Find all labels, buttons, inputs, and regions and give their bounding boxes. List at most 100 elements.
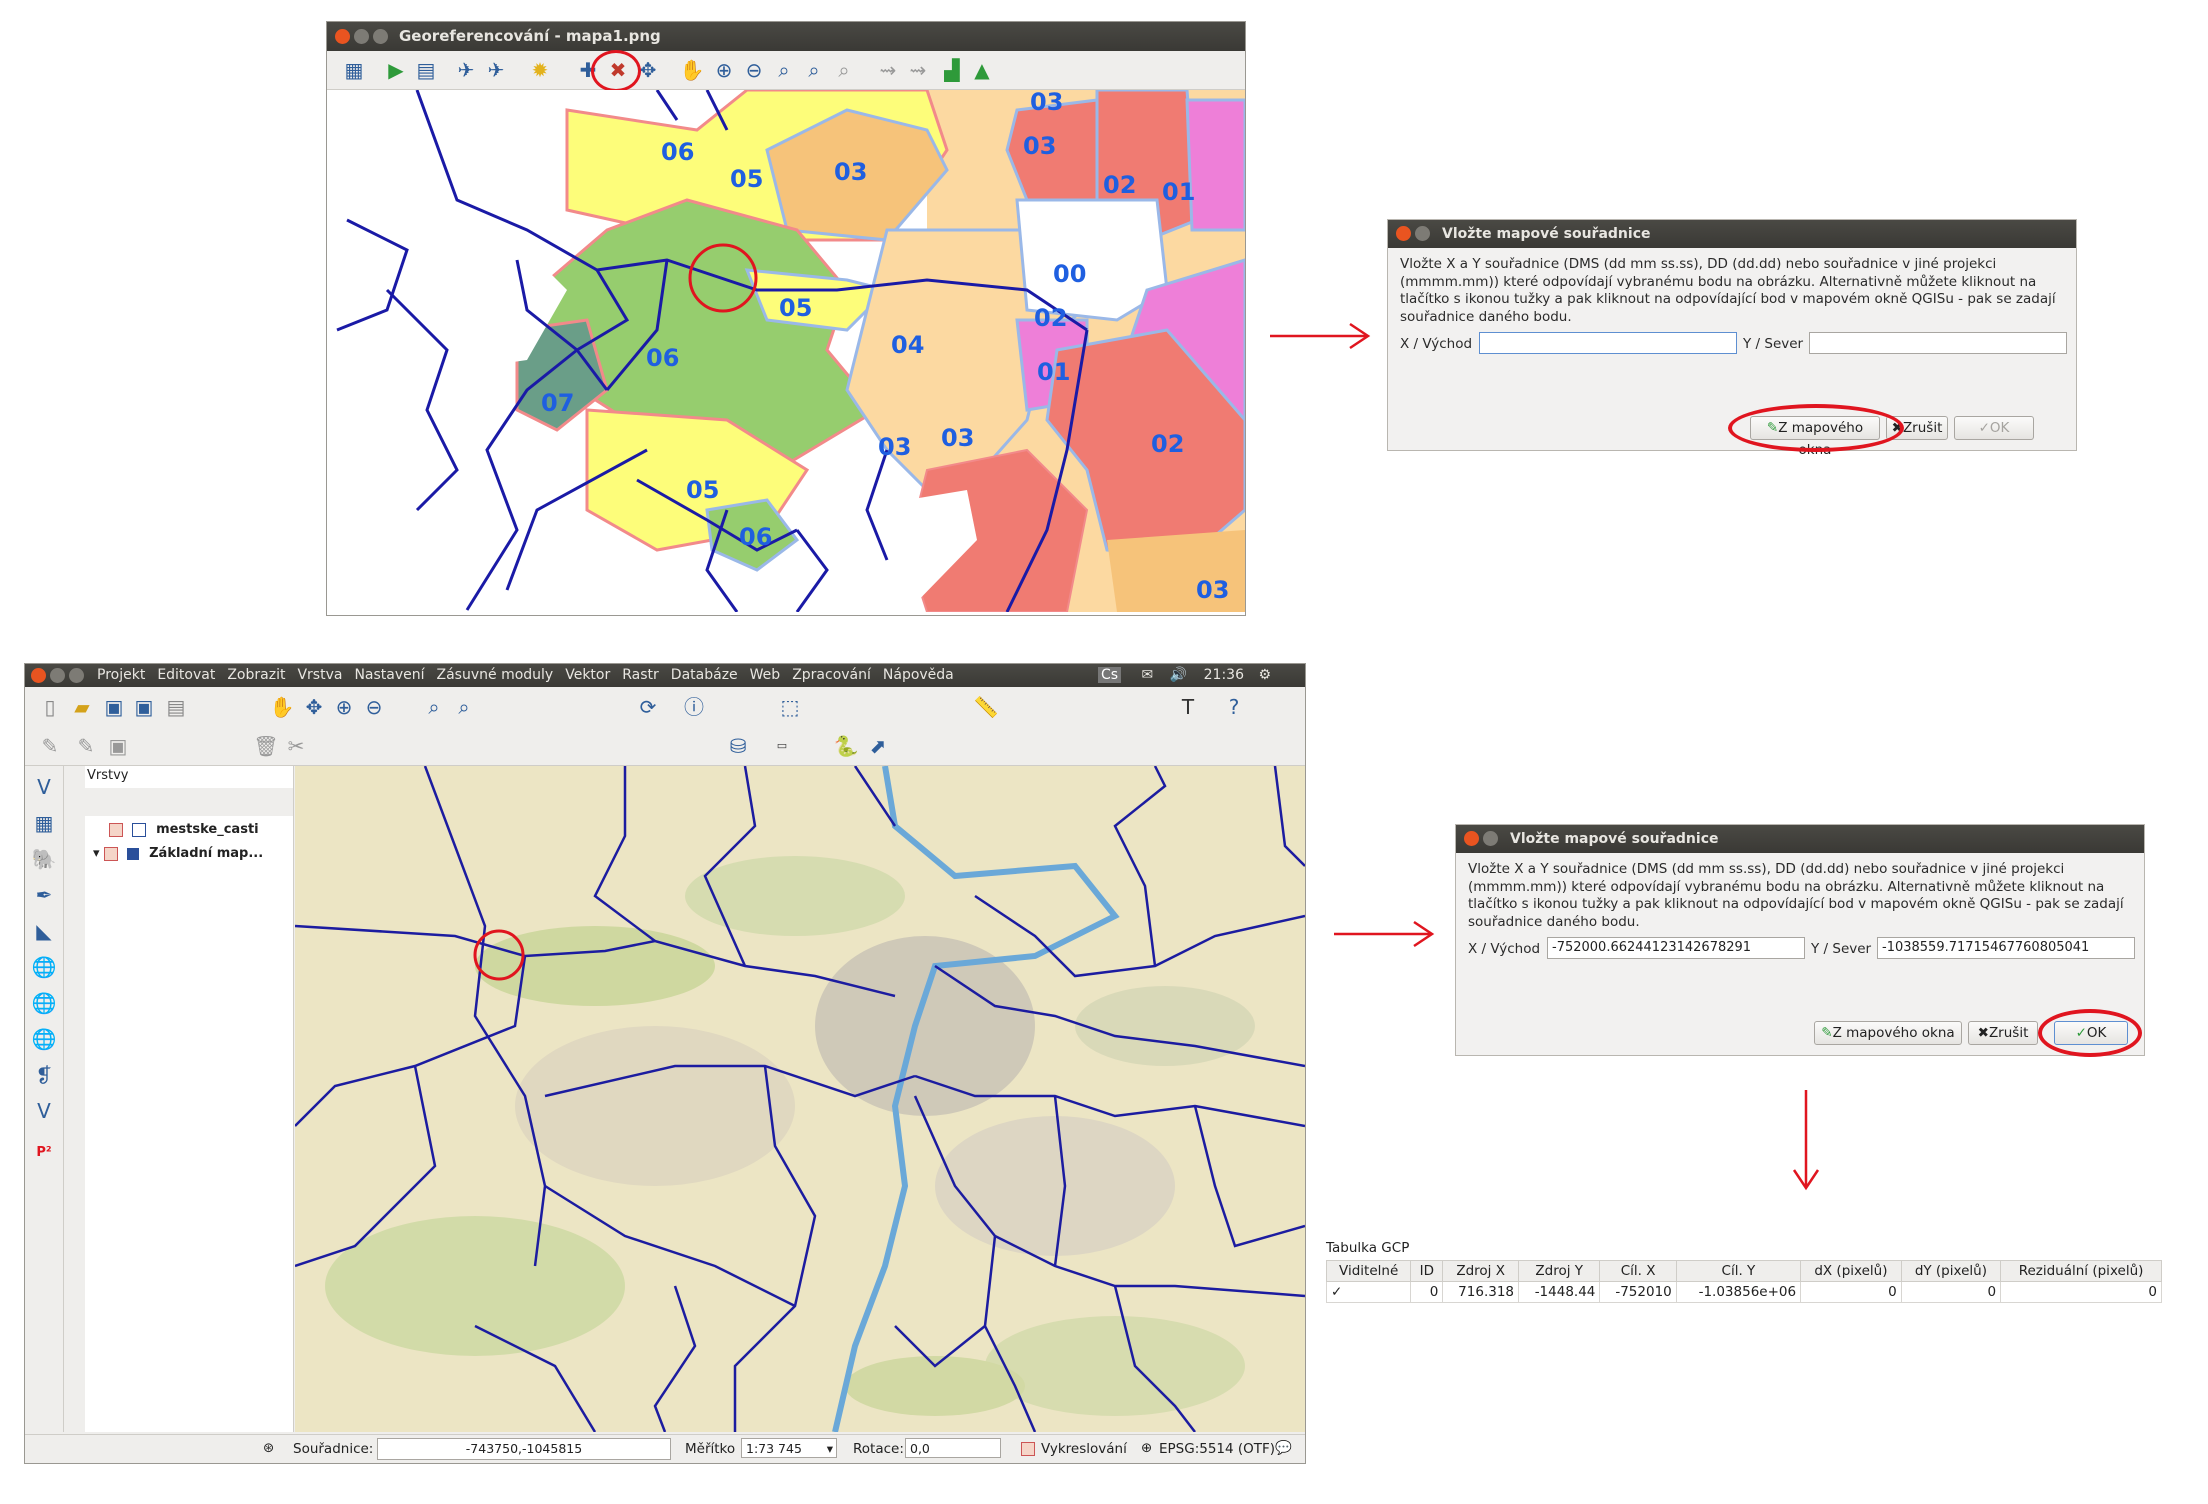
add-delimited-text-icon[interactable]: ❡	[35, 1063, 53, 1087]
open-raster-icon[interactable]: ▦	[344, 58, 364, 82]
from-map-canvas-button[interactable]: ✎Z mapového okna	[1814, 1021, 1962, 1045]
add-spatialite-icon[interactable]: ✒	[35, 883, 53, 907]
column-header[interactable]: dY (pixelů)	[1900, 1260, 2002, 1282]
close-icon[interactable]	[1464, 831, 1479, 846]
measure-icon[interactable]: 📏	[973, 695, 999, 719]
x-east-input[interactable]	[1479, 332, 1737, 354]
visible-checkbox[interactable]: ✓	[1325, 1281, 1412, 1303]
x-east-input[interactable]: -752000.66244123142678291	[1547, 937, 1805, 959]
edit-pencil-icon[interactable]: ✎	[41, 734, 59, 758]
menu-item[interactable]: Nastavení	[354, 667, 425, 683]
zoom-full-icon[interactable]: ⌕	[428, 695, 440, 719]
column-header[interactable]: Viditelné	[1325, 1260, 1412, 1282]
close-icon[interactable]	[31, 668, 46, 683]
text-annotation-icon[interactable]: T	[1181, 695, 1195, 719]
minimize-icon[interactable]	[354, 29, 369, 44]
delete-icon[interactable]: 🗑	[253, 734, 279, 758]
python-icon[interactable]: 🐍	[833, 734, 859, 758]
layer-checkbox[interactable]	[109, 822, 123, 837]
zoom-in-icon[interactable]: ⊕	[335, 695, 353, 719]
menu-item[interactable]: Databáze	[670, 667, 738, 683]
zoom-in-icon[interactable]: ⊕	[715, 58, 733, 82]
expand-arrow-icon[interactable]: ▾	[93, 846, 100, 861]
start-georef-icon[interactable]: ▶	[388, 58, 404, 82]
layer-item-mestske-casti[interactable]: mestske_casti	[109, 822, 259, 837]
clock[interactable]: 21:36	[1203, 667, 1244, 683]
add-postgis-icon[interactable]: 🐘	[31, 847, 57, 871]
column-header[interactable]: Cíl. Y	[1675, 1260, 1802, 1282]
menu-item[interactable]: Projekt	[97, 667, 146, 683]
menu-item[interactable]: Zásuvné moduly	[436, 667, 554, 683]
tray-lang-badge[interactable]: Cs	[1098, 667, 1122, 683]
menu-item[interactable]: Nápověda	[882, 667, 954, 683]
messages-icon[interactable]: 💬	[1275, 1440, 1292, 1456]
render-checkbox[interactable]	[1021, 1442, 1035, 1456]
column-header[interactable]: Cíl. X	[1599, 1260, 1677, 1282]
cancel-button[interactable]: ✖Zrušit	[1968, 1021, 2038, 1045]
identify-icon[interactable]: ⓘ	[684, 695, 704, 719]
database-icon[interactable]: ⛁	[729, 734, 747, 758]
y-north-input[interactable]	[1809, 332, 2067, 354]
zoom-layer-icon[interactable]: ⌕	[778, 58, 790, 82]
pan-hand-icon[interactable]: ✋	[269, 695, 295, 719]
move-point-icon[interactable]: ✥	[639, 58, 657, 82]
menu-item[interactable]: Editovat	[157, 667, 216, 683]
histogram-stretch-icon[interactable]: ▲	[974, 58, 990, 82]
print-composer-icon[interactable]: ▤	[166, 695, 186, 719]
close-icon[interactable]	[1396, 226, 1411, 241]
histogram-icon[interactable]: ▟	[944, 58, 960, 82]
menu-item[interactable]: Vektor	[565, 667, 611, 683]
layer-item-zakladni-mapa[interactable]: ▾ Základní map...	[93, 846, 263, 861]
column-header[interactable]: Reziduální (pixelů)	[2000, 1260, 2162, 1282]
settings-gear-icon[interactable]: ⚙	[1258, 667, 1271, 683]
save-edits-icon[interactable]: ▣	[108, 734, 128, 758]
cut-icon[interactable]: ✂	[287, 734, 305, 758]
menu-item[interactable]: Web	[749, 667, 781, 683]
p2-plugin-icon[interactable]: P²	[36, 1145, 52, 1160]
table-row[interactable]: ✓ 0 716.318 -1448.44 -752010 -1.03856e+06 0 0 0	[1325, 1281, 2162, 1303]
zoom-next-icon[interactable]: ⌕	[838, 58, 850, 82]
crs-label[interactable]: EPSG:5514 (OTF)	[1159, 1441, 1276, 1457]
y-north-input[interactable]: -1038559.71715467760805041	[1877, 937, 2135, 959]
new-layer-icon[interactable]: V	[37, 1099, 51, 1123]
settings-gear-icon[interactable]: ✹	[531, 58, 549, 82]
save-gcp-icon[interactable]: ✈	[487, 58, 505, 82]
select-icon[interactable]: ⬚	[780, 695, 800, 719]
add-wcs-icon[interactable]: 🌐	[31, 991, 57, 1015]
save-as-icon[interactable]: ▣	[134, 695, 154, 719]
csw-icon[interactable]: ▭	[776, 739, 788, 752]
link-qgis-icon[interactable]: ⇝	[909, 58, 927, 82]
maximize-icon[interactable]	[69, 668, 84, 683]
zoom-layer-icon[interactable]: ⌕	[458, 695, 470, 719]
column-header[interactable]: ID	[1410, 1260, 1444, 1282]
pan-hand-icon[interactable]: ✋	[679, 58, 705, 82]
zoom-last-icon[interactable]: ⌕	[808, 58, 820, 82]
close-icon[interactable]	[335, 29, 350, 44]
add-wfs-icon[interactable]: 🌐	[31, 1027, 57, 1051]
help-icon[interactable]: ?	[1228, 695, 1240, 719]
generate-script-icon[interactable]: ▤	[416, 58, 436, 82]
load-gcp-icon[interactable]: ✈	[457, 58, 475, 82]
maximize-icon[interactable]	[373, 29, 388, 44]
rotation-spinbox[interactable]: 0,0	[905, 1438, 1001, 1458]
add-wms-icon[interactable]: 🌐	[31, 955, 57, 979]
column-header[interactable]: Zdroj X	[1442, 1260, 1519, 1282]
open-project-icon[interactable]: ▰	[74, 695, 90, 719]
add-mssql-icon[interactable]: ◣	[36, 919, 52, 943]
mail-icon[interactable]: ✉	[1141, 667, 1154, 683]
zoom-out-icon[interactable]: ⊖	[365, 695, 383, 719]
menu-item[interactable]: Zpracování	[792, 667, 871, 683]
save-project-icon[interactable]: ▣	[104, 695, 124, 719]
digitize-icon[interactable]: ✎	[77, 734, 95, 758]
layer-checkbox[interactable]	[104, 846, 119, 861]
column-header[interactable]: Zdroj Y	[1517, 1260, 1601, 1282]
add-raster-icon[interactable]: ▦	[34, 811, 54, 835]
processing-icon[interactable]: ⬈	[869, 734, 887, 758]
column-header[interactable]: dX (pixelů)	[1800, 1260, 1902, 1282]
minimize-icon[interactable]	[50, 668, 65, 683]
ok-button[interactable]: ✓OK	[1954, 416, 2034, 440]
menu-item[interactable]: Zobrazit	[227, 667, 286, 683]
pan-selection-icon[interactable]: ✥	[305, 695, 323, 719]
coordinate-field[interactable]: -743750,-1045815	[377, 1438, 671, 1460]
link-georef-icon[interactable]: ⇝	[879, 58, 897, 82]
